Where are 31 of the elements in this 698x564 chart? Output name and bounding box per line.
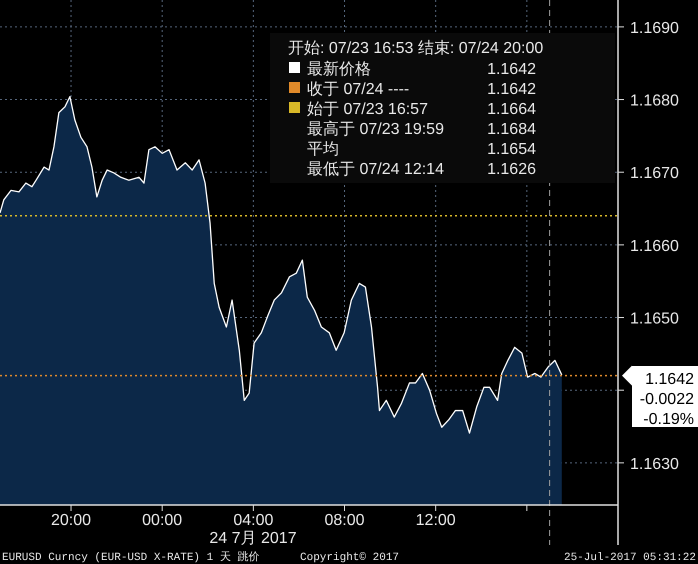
annotation: 1.1664 <box>487 101 536 118</box>
annotation: 1.1642 <box>487 81 536 98</box>
x-tick-label: 08:00 <box>324 512 365 529</box>
annotation: 1.1642 <box>487 61 536 78</box>
annotation: 开始: 07/23 16:53 结束: 07/24 20:00 <box>288 39 544 57</box>
x-tick-label: 12:00 <box>416 512 456 529</box>
legend-label: 最新价格 <box>307 60 371 78</box>
text: 1.1642 <box>645 371 694 388</box>
annotation: 1.1626 <box>487 161 536 178</box>
text: EURUSD Curncy (EUR-USD X-RATE) 1 天 跳价 <box>2 551 260 564</box>
y-tick-label: 1.1670 <box>630 165 680 182</box>
annotation: 收于 07/24 ---- <box>307 81 410 98</box>
y-tick-label: 1.1680 <box>630 92 680 110</box>
text: -0.0022 <box>640 391 694 408</box>
y-tick-label: 1.1660 <box>630 238 680 255</box>
x-tick-label: 04:00 <box>233 512 274 529</box>
text: Copyright© 2017 <box>300 552 400 564</box>
text: 25-Jul-2017 05:31:22 <box>564 552 696 564</box>
annotation: 1.1684 <box>487 121 536 138</box>
y-tick-label: 1.1630 <box>630 456 680 473</box>
text: -0.19% <box>643 411 694 428</box>
annotation: 最高于 07/23 19:59 <box>307 120 444 138</box>
annotation: 平均 <box>307 141 339 158</box>
text: 24 7月 2017 <box>209 530 297 547</box>
y-tick-label: 1.1690 <box>630 20 680 37</box>
y-tick-label: 1.1650 <box>630 310 680 328</box>
x-tick-label: 20:00 <box>51 512 92 529</box>
annotation: 1.1654 <box>487 141 536 158</box>
annotation: 始于 07/23 16:57 <box>307 101 428 118</box>
x-tick-label: 00:00 <box>142 512 182 529</box>
annotation: 最低于 07/24 12:14 <box>307 161 444 178</box>
